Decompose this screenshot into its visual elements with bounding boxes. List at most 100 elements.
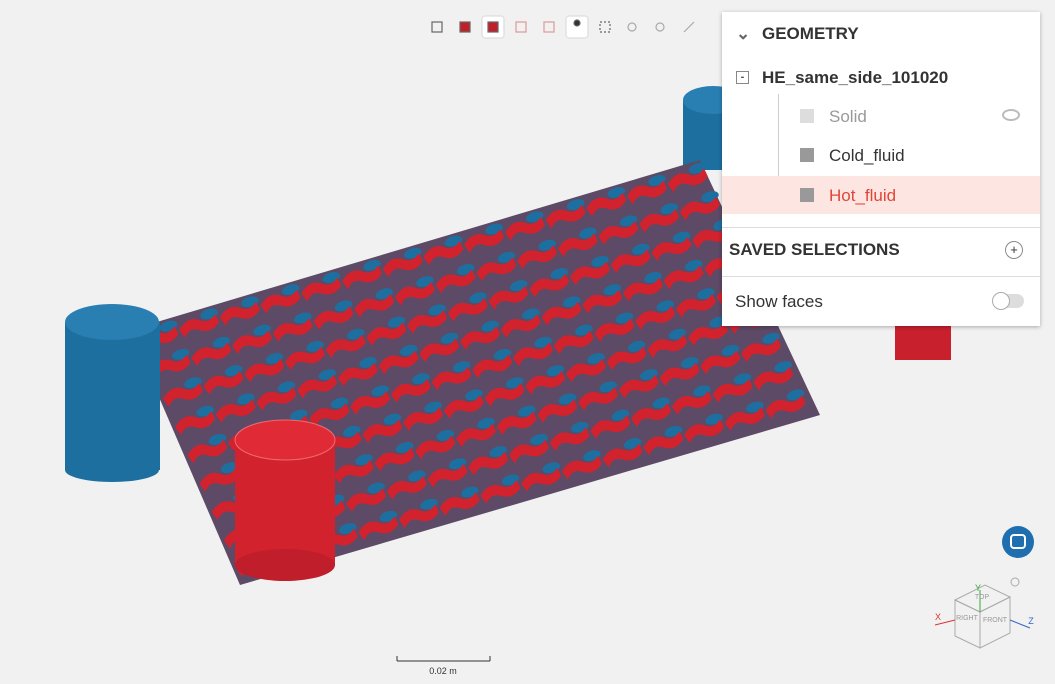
hot-feature (651, 237, 692, 262)
geometry-panel: ⌄ GEOMETRY - HE_same_side_101020 Solid C… (722, 12, 1040, 326)
hot-feature (382, 253, 423, 278)
tool-icon[interactable] (431, 21, 443, 33)
tree-item-selected[interactable]: Hot_fluid (722, 176, 1040, 214)
hot-feature (309, 403, 350, 427)
hot-feature (557, 233, 598, 257)
hot-feature (362, 419, 403, 444)
hot-feature (509, 439, 550, 464)
hot-feature (663, 265, 704, 290)
tool-button[interactable] (565, 15, 589, 39)
hot-feature (419, 338, 460, 363)
separator (722, 227, 1040, 228)
hot-feature (610, 249, 651, 274)
hot-feature (427, 463, 468, 488)
hot-feature (525, 370, 566, 395)
hot-feature (150, 354, 191, 379)
hot-feature (358, 516, 399, 541)
hot-feature (602, 443, 643, 468)
view-cube[interactable] (934, 577, 1031, 649)
hot-feature (590, 415, 631, 440)
hot-feature (765, 394, 806, 419)
root-label: HE_same_side_101020 (762, 68, 949, 87)
section-title: SAVED SELECTIONS (729, 240, 900, 259)
hot-feature (460, 326, 501, 351)
axis-label: Y (975, 583, 981, 593)
hot-feature (537, 398, 578, 423)
cube-label: TOP (975, 594, 990, 601)
axis-label: Z (1028, 616, 1034, 626)
hot-feature (342, 265, 383, 290)
hot-feature (407, 309, 448, 334)
item-label: Cold_fluid (829, 146, 905, 165)
hot-feature (598, 220, 639, 245)
hot-feature (325, 334, 366, 359)
hot-feature (321, 431, 362, 456)
hot-feature (549, 427, 590, 452)
hot-feature (688, 322, 729, 347)
hot-feature (346, 488, 387, 512)
hot-feature (464, 228, 505, 253)
hot-feature (187, 439, 228, 464)
hot-feature (679, 196, 720, 221)
hot-feature (480, 479, 521, 504)
hot-feature (594, 318, 635, 342)
hot-feature (415, 435, 456, 460)
cylinder (895, 320, 951, 360)
hot-feature (472, 354, 513, 379)
tool-icon[interactable] (459, 21, 471, 33)
hot-feature (333, 459, 374, 484)
hot-feature (199, 467, 240, 492)
hot-feature (500, 313, 541, 338)
hot-feature (378, 350, 419, 375)
tool-icon[interactable] (627, 22, 637, 32)
tool-icon[interactable] (683, 21, 695, 33)
hot-feature (285, 346, 326, 371)
tool-icon[interactable] (655, 22, 665, 32)
hot-feature (256, 386, 297, 411)
hot-feature (529, 273, 570, 298)
scale-bar (396, 656, 491, 662)
tool-icon[interactable] (599, 21, 611, 33)
separator (722, 276, 1040, 277)
hot-feature (741, 338, 782, 363)
hot-feature (191, 342, 232, 367)
cube-label: RIGHT (956, 615, 979, 622)
hot-feature (431, 366, 472, 391)
item-label: Hot_fluid (829, 186, 897, 205)
tree-line (778, 94, 779, 204)
hot-feature (179, 313, 220, 338)
visibility-icon[interactable] (1002, 109, 1020, 121)
toggle[interactable] (992, 292, 1024, 310)
cylinder-base (65, 458, 159, 482)
hot-feature (586, 192, 627, 217)
hot-feature (570, 261, 611, 286)
hot-feature (219, 301, 260, 326)
hot-feature (517, 245, 558, 270)
hot-feature (496, 411, 537, 436)
hot-feature (394, 281, 435, 306)
hot-feature (627, 180, 668, 205)
hot-feature (675, 293, 716, 318)
hot-feature (232, 330, 273, 355)
hot-feature (659, 362, 700, 387)
hot-feature (712, 378, 753, 403)
hot-feature (350, 390, 391, 415)
hot-feature (639, 208, 680, 233)
add-button[interactable]: + (1005, 241, 1023, 259)
tool-icon[interactable] (515, 21, 527, 33)
hot-feature (447, 297, 488, 322)
hot-feature (215, 398, 256, 423)
hot-feature (244, 358, 285, 383)
hot-feature (468, 451, 509, 476)
hot-feature (443, 394, 484, 419)
hot-feature (488, 285, 529, 310)
hot-feature (456, 423, 497, 448)
hot-feature (700, 350, 741, 375)
hot-feature (578, 386, 619, 411)
chat-button[interactable] (1002, 526, 1034, 558)
hot-feature (582, 289, 623, 314)
tool-icon[interactable] (543, 21, 555, 33)
hot-feature (724, 407, 765, 432)
hot-feature (647, 334, 688, 359)
